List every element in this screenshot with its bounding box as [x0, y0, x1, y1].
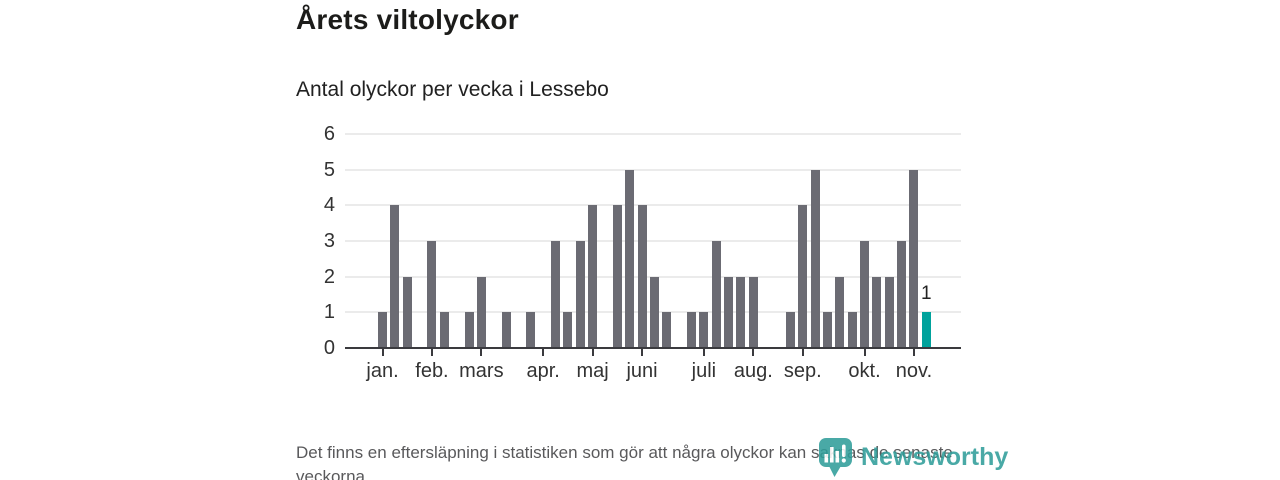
x-axis-tick	[542, 349, 545, 356]
x-axis-tick	[801, 349, 804, 356]
chart-subtitle: Antal olyckor per vecka i Lessebo	[296, 78, 609, 101]
bar-week-31	[748, 276, 758, 348]
newsworthy-logo-text: Newsworthy	[861, 443, 1009, 471]
y-axis-tick-label: 4	[323, 194, 335, 217]
x-axis-month-label: juni	[626, 360, 658, 382]
bar-week-1	[378, 312, 387, 348]
bar-week-11	[501, 312, 511, 348]
newsworthy-chart-bubble-icon	[819, 438, 852, 477]
bar-week-44	[909, 169, 919, 348]
x-axis-tick	[430, 349, 433, 356]
bar-week-24	[662, 312, 672, 348]
x-axis-month-label: aug.	[733, 360, 773, 382]
x-axis-month-label: juli	[691, 360, 717, 382]
bar-week-21	[625, 169, 635, 348]
bar-week-37	[822, 312, 832, 348]
bar-week-36	[810, 169, 820, 348]
bar-week-42	[884, 276, 894, 348]
bar-week-29	[724, 276, 734, 348]
bar-week-9	[476, 276, 486, 348]
bar-week-20	[612, 205, 622, 348]
highlight-bar-week-45	[921, 312, 931, 348]
bar-week-17	[575, 241, 585, 348]
x-axis-month-label: nov.	[895, 360, 933, 382]
bar-week-5	[427, 241, 437, 348]
bar-week-22	[637, 205, 647, 348]
x-axis-month-label: apr.	[526, 360, 560, 382]
bar-week-41	[872, 276, 882, 348]
x-axis-month-label: feb.	[415, 360, 449, 382]
bar-week-30	[736, 276, 746, 348]
x-axis-month-label: sep.	[783, 360, 822, 382]
y-axis-tick-label: 2	[323, 265, 335, 288]
bar-value-label: 1	[921, 283, 932, 305]
bar-week-39	[847, 312, 857, 348]
newsworthy-logo[interactable]: Newsworthy	[818, 437, 1008, 478]
bar-week-8	[464, 312, 474, 348]
bar-week-6	[439, 312, 449, 348]
x-axis-month-label: mars	[459, 360, 504, 382]
y-axis-tick-label: 6	[323, 123, 335, 145]
bar-week-15	[551, 241, 561, 348]
x-axis-month-label: okt.	[848, 360, 881, 382]
bar-week-18	[588, 205, 598, 348]
x-axis-tick	[702, 349, 705, 356]
x-axis-tick	[641, 349, 644, 356]
gridline-y3	[345, 240, 961, 242]
x-axis-month-label: jan.	[366, 360, 399, 382]
bar-week-2	[390, 205, 400, 348]
bar-week-34	[785, 312, 795, 348]
bar-week-27	[699, 312, 709, 348]
y-axis-tick-label: 3	[323, 230, 335, 252]
y-axis-tick-label: 5	[323, 158, 335, 181]
bar-week-43	[897, 241, 907, 348]
bar-week-23	[649, 276, 659, 348]
bar-week-35	[798, 205, 808, 348]
gridline-y4	[345, 204, 961, 207]
x-axis-tick	[381, 349, 384, 356]
y-axis-tick-label: 0	[323, 337, 335, 359]
bar-week-38	[835, 276, 845, 348]
bar-week-40	[860, 241, 870, 348]
bar-week-3	[402, 276, 412, 348]
x-axis-tick	[752, 349, 755, 356]
footnote: Det finns en eftersläpning i statistiken…	[296, 443, 953, 480]
chart-title: Årets viltolyckor	[296, 4, 519, 35]
bar-week-16	[563, 312, 573, 348]
gridline-y6	[345, 133, 961, 135]
bar-week-26	[687, 312, 696, 348]
bar-chart-plot-area: 0 1 2 3 4 5 6 1 jan. feb. mars apr. maj juni juli aug. s…	[324, 123, 961, 382]
bar-week-28	[711, 241, 721, 348]
gridline-y5	[345, 168, 961, 171]
bar-week-13	[526, 312, 536, 348]
y-axis-tick-label: 1	[323, 301, 335, 324]
x-axis-tick	[912, 349, 915, 356]
x-axis-month-label: maj	[576, 360, 609, 382]
x-axis-line	[345, 347, 961, 349]
x-axis-tick	[480, 349, 483, 356]
x-axis-tick	[863, 349, 866, 356]
x-axis-tick	[591, 349, 594, 356]
